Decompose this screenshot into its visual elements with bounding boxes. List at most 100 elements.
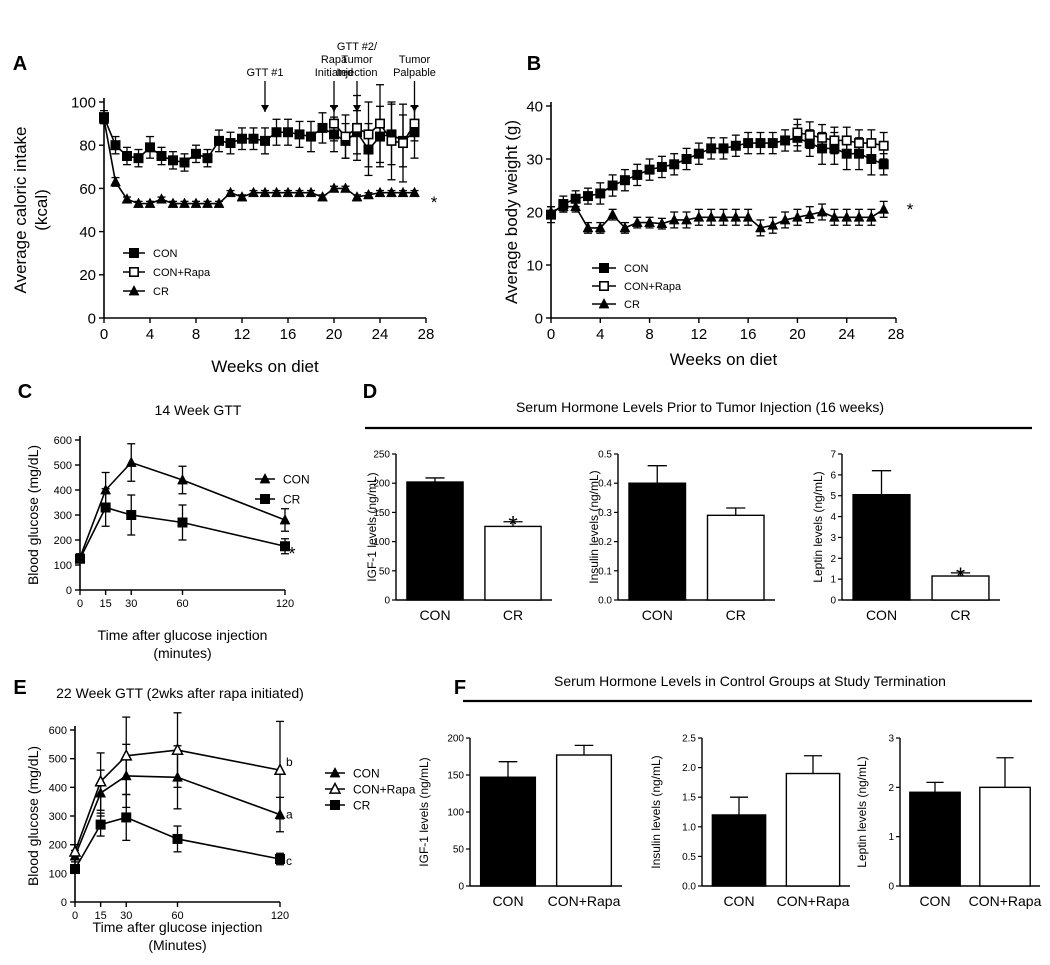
- y-tick-label: 0: [535, 310, 543, 327]
- series-tag: c: [286, 854, 292, 868]
- data-point: [133, 153, 144, 164]
- y-tick-label: 0.4: [598, 479, 612, 490]
- data-point: [202, 153, 213, 164]
- data-point: [68, 844, 82, 857]
- x-tick-label: 4: [146, 326, 154, 343]
- bar: [555, 754, 613, 887]
- y-tick-label: 1: [888, 832, 894, 843]
- annotation-arrow-head: [330, 105, 338, 112]
- legend-label: CR: [153, 286, 169, 298]
- data-point: [878, 203, 890, 214]
- y-axis-title: Insulin levels (ng/mL): [587, 470, 601, 583]
- annotation-arrow-head: [410, 105, 419, 112]
- series-line: [103, 119, 415, 205]
- data-point: [236, 190, 248, 202]
- y-tick-label: 10: [526, 257, 543, 274]
- legend-item: CR: [123, 284, 169, 298]
- x-tick-label: 28: [418, 326, 435, 343]
- panel-label: C: [18, 381, 32, 403]
- y-axis-title: Blood glucose (mg/dL): [25, 746, 41, 886]
- y-axis-title: IGF-1 levels (ng/mL): [417, 757, 431, 866]
- data-point: [156, 193, 167, 204]
- legend-label: CON: [153, 248, 178, 260]
- data-point: [145, 142, 155, 153]
- data-point: [317, 190, 328, 202]
- y-tick-label: 20: [526, 204, 543, 221]
- y-tick-label: 100: [71, 94, 96, 111]
- x-tick-label: 60: [176, 598, 188, 610]
- data-point: [122, 151, 132, 161]
- panel-label: F: [454, 677, 466, 699]
- legend-item: CR: [255, 492, 301, 506]
- data-point: [656, 217, 668, 229]
- bar-CON+Rapa: CON+Rapa: [969, 757, 1042, 909]
- bar: [785, 772, 841, 887]
- data-point: [878, 140, 889, 151]
- x-tick-label: 0: [72, 910, 78, 922]
- series-CON+Rapa: b: [68, 712, 293, 860]
- data-point: [817, 132, 828, 143]
- category-label: CR: [950, 607, 970, 623]
- panel-C: C 14 Week GTT 0 100 200 300 400 500 600 0 15 30 60 12…: [18, 381, 310, 661]
- legend-marker: [598, 297, 610, 309]
- category-label: CR: [726, 607, 746, 623]
- legend-item: CON+Rapa: [325, 781, 416, 796]
- data-point: [779, 213, 791, 225]
- series-CR: [98, 113, 420, 208]
- annotation-text: GTT #2/: [337, 41, 378, 53]
- significance-star: *: [907, 200, 914, 219]
- y-tick-label: 100: [373, 537, 390, 548]
- legend-label: CON+Rapa: [353, 782, 416, 796]
- data-point: [340, 131, 351, 142]
- category-label: CON: [919, 893, 950, 909]
- legend: CON CON+Rapa CR: [325, 766, 416, 812]
- y-tick-label: 200: [54, 535, 72, 547]
- data-point: [225, 186, 236, 198]
- annotation-arrow-head: [261, 105, 269, 112]
- legend-label: CON: [353, 766, 380, 780]
- y-tick-label: 0: [458, 882, 464, 893]
- series-CR: [545, 200, 890, 237]
- data-point: [594, 221, 606, 233]
- category-label: CON: [642, 607, 673, 623]
- data-point: [271, 186, 282, 198]
- legend-item: CON: [123, 248, 178, 260]
- legend: CON CON+Rapa CR: [592, 263, 682, 311]
- y-tick-label: 30: [526, 151, 543, 168]
- significance-star: *: [431, 193, 438, 212]
- y-tick-label: 200: [373, 479, 390, 490]
- legend-marker: [259, 472, 271, 484]
- data-point: [95, 819, 106, 830]
- data-point: [317, 122, 328, 133]
- bar-CR: CR *: [484, 512, 542, 623]
- data-point: [693, 148, 704, 159]
- x-tick-label: 12: [691, 326, 708, 343]
- y-tick-label: 60: [79, 181, 96, 198]
- category-label: CON+Rapa: [548, 893, 621, 909]
- data-point: [397, 138, 408, 149]
- y-tick-label: 0.2: [598, 537, 612, 548]
- chart-title: 22 Week GTT (2wks after rapa initiated): [56, 685, 304, 701]
- y-axis-label: Average caloric intake (kcal): [11, 127, 51, 294]
- x-tick-label: 60: [171, 910, 183, 922]
- subplot: 0 1 2 3 Leptin levels (ng/mL) CON CON+Rapa: [855, 734, 1042, 910]
- x-tick-label: 20: [326, 326, 343, 343]
- legend-label: CR: [353, 798, 371, 812]
- x-tick-label: 8: [645, 326, 653, 343]
- data-point: [792, 127, 803, 138]
- data-point: [865, 211, 877, 222]
- series-line: [550, 136, 884, 216]
- y-tick-label: 400: [54, 485, 72, 497]
- bar: [479, 776, 537, 887]
- category-label: CR: [503, 607, 523, 623]
- y-tick-label: 0.0: [598, 596, 612, 607]
- data-point: [644, 164, 655, 175]
- y-axis-title: Insulin levels (ng/mL): [649, 755, 663, 868]
- data-point: [133, 197, 144, 208]
- y-tick-label: 500: [54, 460, 72, 472]
- y-tick-label: 0: [384, 596, 390, 607]
- data-point: [75, 553, 85, 564]
- y-axis-title: Blood glucose (mg/dL): [25, 445, 41, 585]
